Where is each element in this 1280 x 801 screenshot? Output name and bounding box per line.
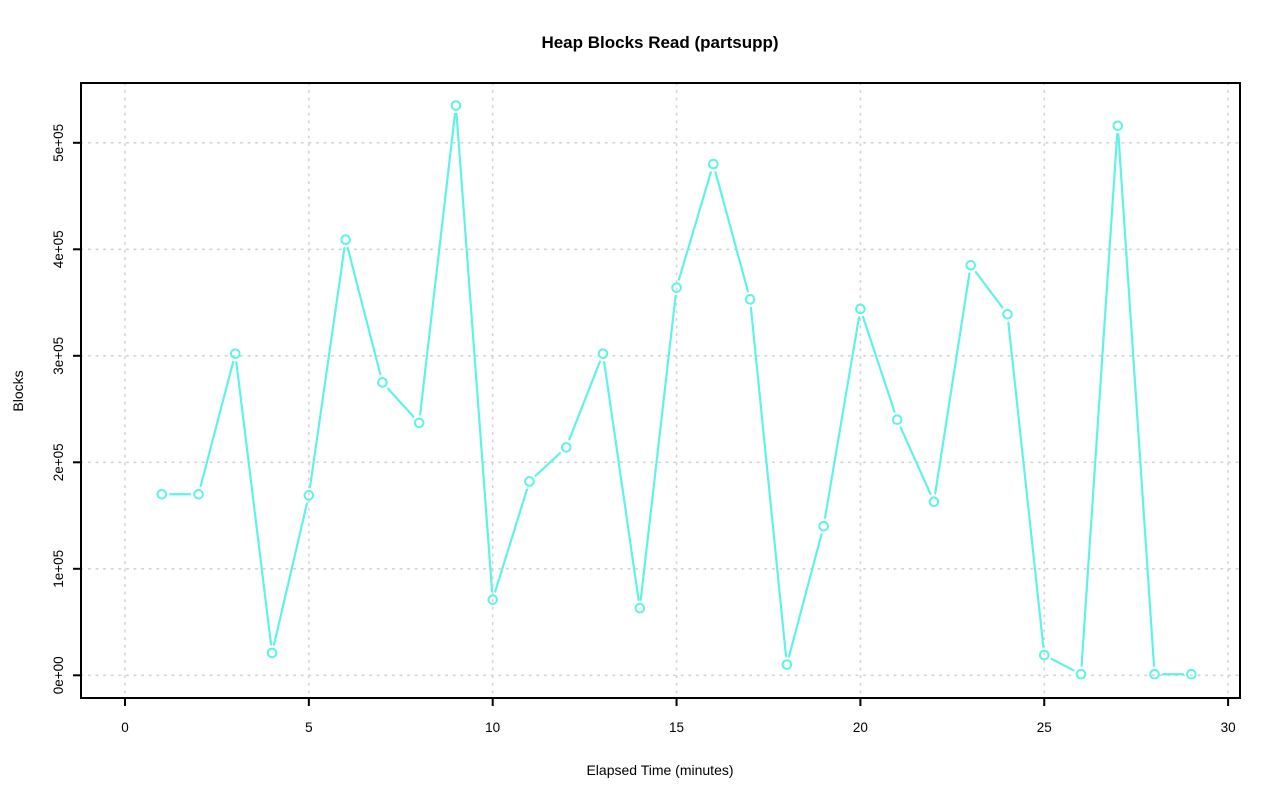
line-segment bbox=[974, 270, 1004, 309]
line-segment bbox=[823, 316, 861, 519]
data-point-marker bbox=[266, 647, 278, 659]
data-point-marker bbox=[818, 520, 829, 532]
data-point-marker bbox=[1149, 668, 1160, 680]
y-tick-label: 2e+05 bbox=[51, 443, 66, 481]
line-segment bbox=[861, 315, 896, 413]
data-point-marker bbox=[303, 490, 315, 501]
data-point-marker bbox=[1038, 649, 1050, 661]
x-tick-label: 10 bbox=[485, 720, 500, 735]
line-segment bbox=[1080, 133, 1119, 667]
line-segment bbox=[199, 360, 235, 488]
line-segment bbox=[419, 112, 457, 416]
x-tick-label: 0 bbox=[121, 720, 129, 735]
line-segment bbox=[235, 361, 273, 646]
y-tick-label: 3e+05 bbox=[51, 337, 66, 375]
line-segment bbox=[346, 246, 382, 376]
line-segment bbox=[749, 306, 788, 658]
gridlines bbox=[80, 82, 1241, 699]
x-axis-label: Elapsed Time (minutes) bbox=[586, 762, 733, 778]
data-point-marker bbox=[413, 417, 425, 429]
line-segment bbox=[787, 533, 823, 658]
line-segment bbox=[455, 112, 494, 593]
data-point-marker bbox=[634, 602, 646, 614]
data-point-marker bbox=[744, 294, 756, 305]
line-segment bbox=[1050, 657, 1075, 672]
line-segment bbox=[534, 452, 562, 477]
line-segment bbox=[639, 294, 677, 601]
data-point-marker bbox=[671, 282, 682, 293]
data-point-marker bbox=[377, 377, 388, 388]
y-tick-label: 4e+05 bbox=[51, 230, 66, 268]
data-point-marker bbox=[781, 659, 793, 670]
line-segment bbox=[308, 247, 346, 489]
data-point-marker bbox=[230, 348, 241, 359]
data-point-marker bbox=[1075, 668, 1087, 680]
line-segment bbox=[568, 360, 602, 441]
data-point-marker bbox=[965, 259, 977, 271]
line-segment bbox=[1007, 321, 1045, 648]
data-point-marker bbox=[597, 348, 609, 359]
data-point-marker bbox=[855, 303, 866, 315]
data-point-marker bbox=[560, 442, 572, 453]
data-point-marker bbox=[1112, 120, 1124, 132]
data-point-marker bbox=[1002, 308, 1013, 320]
axes: 0 5 10 15 20 25 30 0e+00 1e+05 2e+05 3e+05 4e+05 5e+… bbox=[51, 82, 1241, 735]
line-segment bbox=[899, 426, 932, 496]
data-point-marker bbox=[524, 476, 535, 487]
data-point-marker bbox=[340, 234, 351, 246]
line-segment bbox=[1117, 133, 1156, 667]
y-tick-label: 5e+05 bbox=[51, 124, 66, 162]
data-point-marker bbox=[193, 488, 204, 500]
y-axis-label: Blocks bbox=[10, 370, 26, 411]
data-point-marker bbox=[487, 594, 499, 605]
x-tick-label: 25 bbox=[1037, 720, 1052, 735]
data-point-marker bbox=[928, 496, 940, 508]
line-segment bbox=[272, 502, 309, 646]
x-tick-label: 15 bbox=[669, 720, 684, 735]
line-segment bbox=[603, 360, 640, 601]
data-point-marker bbox=[1186, 668, 1197, 680]
x-tick-label: 5 bbox=[305, 720, 313, 735]
line-segment bbox=[387, 387, 415, 418]
plot-border bbox=[80, 82, 1241, 699]
data-point-marker bbox=[891, 414, 903, 426]
line-segment bbox=[494, 488, 529, 593]
x-tick-label: 20 bbox=[853, 720, 868, 735]
data-point-marker bbox=[450, 100, 462, 111]
line-segment bbox=[934, 272, 971, 495]
line-segment bbox=[714, 171, 749, 293]
data-series bbox=[156, 100, 1197, 680]
x-tick-label: 30 bbox=[1221, 720, 1236, 735]
y-tick-label: 1e+05 bbox=[51, 550, 66, 588]
chart-title: Heap Blocks Read (partsupp) bbox=[541, 33, 778, 52]
data-point-marker bbox=[708, 158, 719, 170]
line-segment bbox=[677, 171, 712, 281]
y-tick-label: 0e+00 bbox=[51, 656, 66, 694]
data-point-marker bbox=[156, 488, 168, 500]
